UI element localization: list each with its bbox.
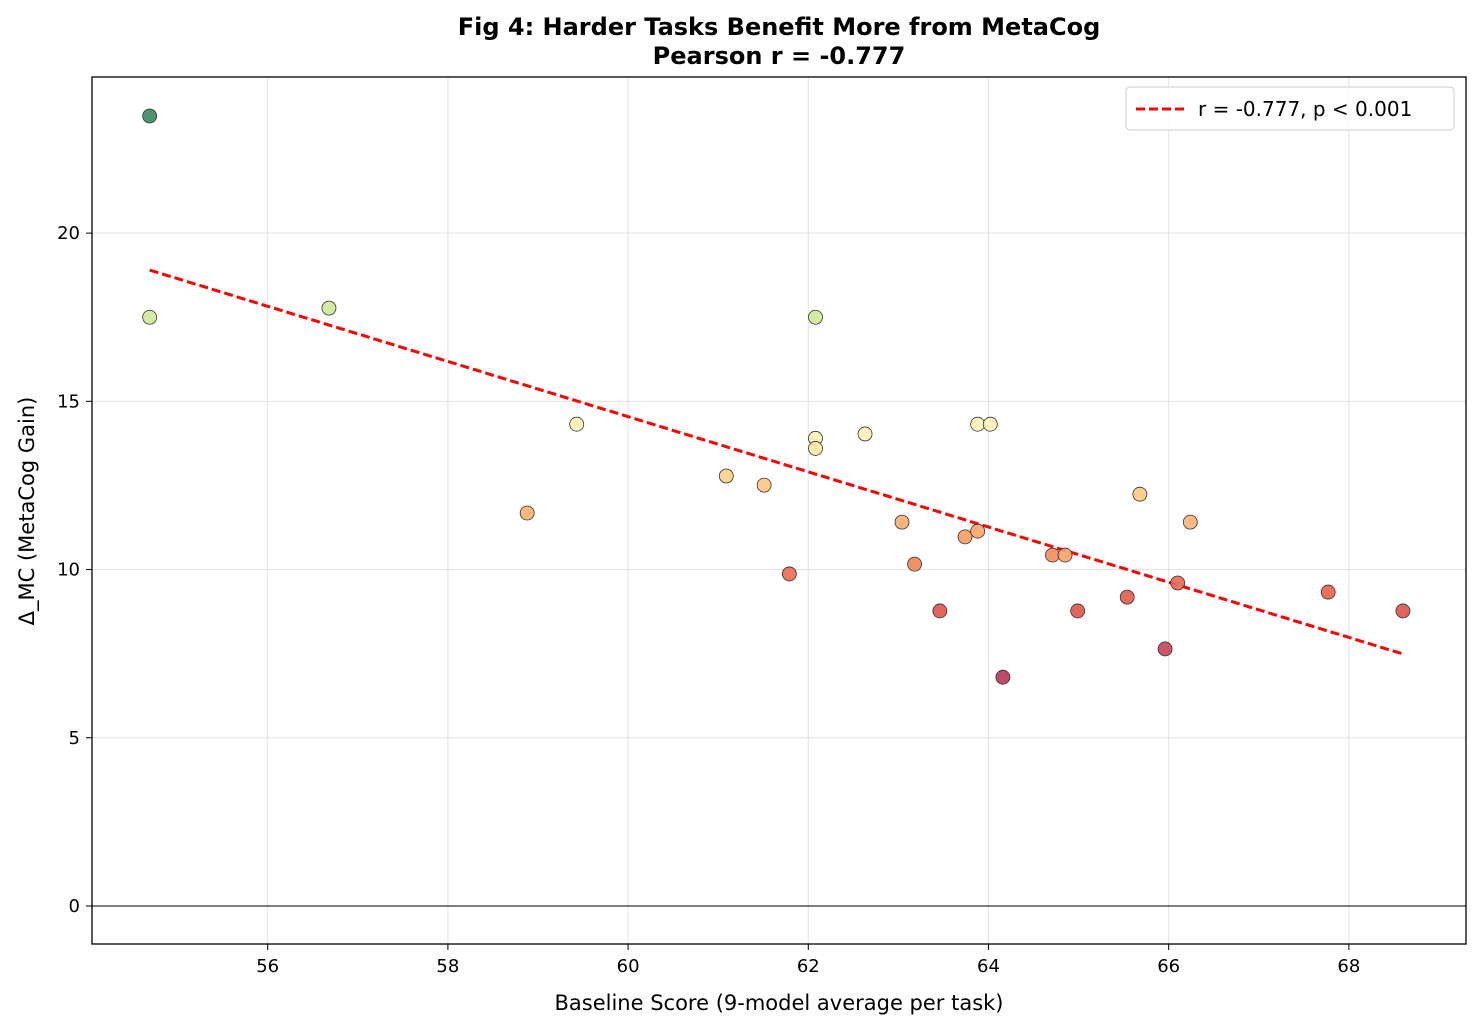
data-point xyxy=(569,416,585,432)
data-point xyxy=(718,468,734,484)
x-tick-label: 58 xyxy=(436,956,459,977)
trend-line-group xyxy=(149,268,1404,656)
data-point xyxy=(1132,486,1148,502)
data-point xyxy=(894,514,910,530)
x-tick-label: 66 xyxy=(1157,956,1180,977)
legend: r = -0.777, p < 0.001 xyxy=(1125,86,1455,131)
data-point xyxy=(808,309,823,325)
x-tick-label: 64 xyxy=(977,956,1000,977)
data-point xyxy=(781,566,797,582)
x-tick-label: 60 xyxy=(617,956,640,977)
data-point xyxy=(995,669,1011,685)
data-point xyxy=(907,556,922,572)
y-tick-label: 10 xyxy=(57,560,80,581)
data-point xyxy=(970,416,986,432)
legend-entry: r = -0.777, p < 0.001 xyxy=(1198,97,1412,121)
y-tick-label: 0 xyxy=(69,896,80,917)
data-point xyxy=(1157,641,1173,657)
data-point xyxy=(321,300,337,316)
y-tick-label: 20 xyxy=(57,223,80,244)
y-axis-label: Δ_MC (MetaCog Gain) xyxy=(15,397,40,626)
data-point xyxy=(1395,603,1411,619)
data-point xyxy=(1320,584,1336,600)
data-point xyxy=(1070,603,1086,619)
data-point xyxy=(982,416,998,432)
data-points xyxy=(142,108,1411,685)
axis-ticks: 56 58 60 62 64 66 68 0 5 10 15 20 xyxy=(57,223,1360,977)
y-tick-label: 15 xyxy=(57,391,80,412)
data-point xyxy=(1170,575,1186,591)
x-tick-label: 62 xyxy=(797,956,820,977)
data-point xyxy=(142,108,158,124)
plot-frame xyxy=(91,76,1467,945)
data-point xyxy=(857,426,873,442)
data-point xyxy=(1057,547,1073,563)
data-point xyxy=(957,529,973,545)
chart-title: Fig 4: Harder Tasks Benefit More from Me… xyxy=(458,13,1101,41)
data-point xyxy=(970,523,986,539)
chart-subtitle: Pearson r = -0.777 xyxy=(653,42,906,70)
legend-box xyxy=(1125,86,1455,131)
x-tick-label: 68 xyxy=(1337,956,1360,977)
data-point xyxy=(519,505,535,521)
data-point xyxy=(808,441,823,456)
data-point xyxy=(142,309,158,325)
trend-line xyxy=(149,268,1404,656)
data-point xyxy=(1182,514,1198,530)
data-point xyxy=(1119,589,1135,605)
data-point xyxy=(1045,547,1060,563)
x-axis-label: Baseline Score (9-model average per task… xyxy=(555,991,1004,1015)
y-tick-label: 5 xyxy=(69,728,80,749)
grid xyxy=(92,77,1466,944)
data-point xyxy=(932,603,948,619)
data-point xyxy=(756,477,772,493)
x-tick-label: 56 xyxy=(256,956,279,977)
